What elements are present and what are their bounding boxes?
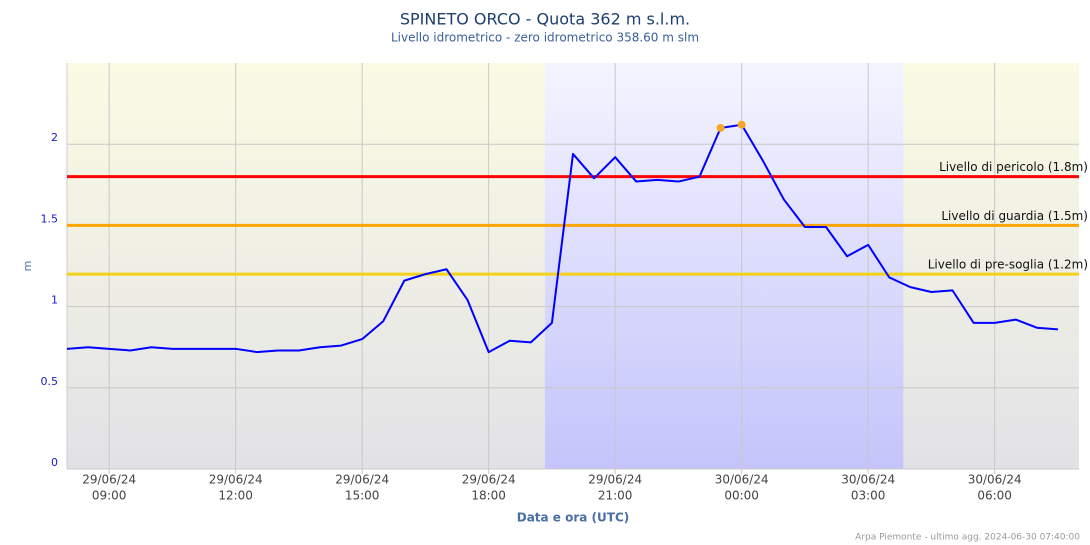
x-tick-label: 29/06/24 [588,473,642,487]
y-tick-label: 1.5 [41,212,59,225]
x-tick-label: 29/06/24 [462,473,516,487]
x-tick-label: 12:00 [218,489,253,503]
point-marker [737,120,746,129]
x-tick-label: 00:00 [724,489,759,503]
x-tick-label: 30/06/24 [968,473,1022,487]
chart-title: SPINETO ORCO - Quota 362 m s.l.m. [400,10,690,29]
threshold-label: Livello di pre-soglia (1.2m) [928,258,1088,272]
x-tick-label: 21:00 [598,489,633,503]
threshold-label: Livello di pericolo (1.8m) [939,160,1088,174]
y-tick-label: 0 [51,456,58,469]
x-tick-label: 29/06/24 [209,473,263,487]
x-tick-label: 29/06/24 [335,473,389,487]
x-tick-label: 29/06/24 [82,473,136,487]
point-marker [716,123,725,132]
x-tick-label: 09:00 [92,489,127,503]
x-tick-label: 30/06/24 [841,473,895,487]
x-tick-label: 06:00 [977,489,1012,503]
footer: Arpa Piemonte - ultimo agg. 2024-06-30 0… [855,533,1080,543]
y-axis-title: m [21,261,34,272]
data-line [66,123,1058,354]
y-tick-label: 2 [51,131,58,144]
threshold-label: Livello di guardia (1.5m) [941,209,1088,223]
x-tick-label: 15:00 [345,489,380,503]
y-tick-label: 1 [51,294,58,307]
x-tick-label: 30/06/24 [715,473,769,487]
chart-subtitle: Livello idrometrico - zero idrometrico 3… [391,31,699,45]
x-tick-label: 18:00 [471,489,506,503]
night-band [544,63,904,469]
y-tick-label: 0.5 [41,375,59,388]
x-axis-title: Data e ora (UTC) [517,511,630,525]
x-tick-label: 03:00 [851,489,886,503]
